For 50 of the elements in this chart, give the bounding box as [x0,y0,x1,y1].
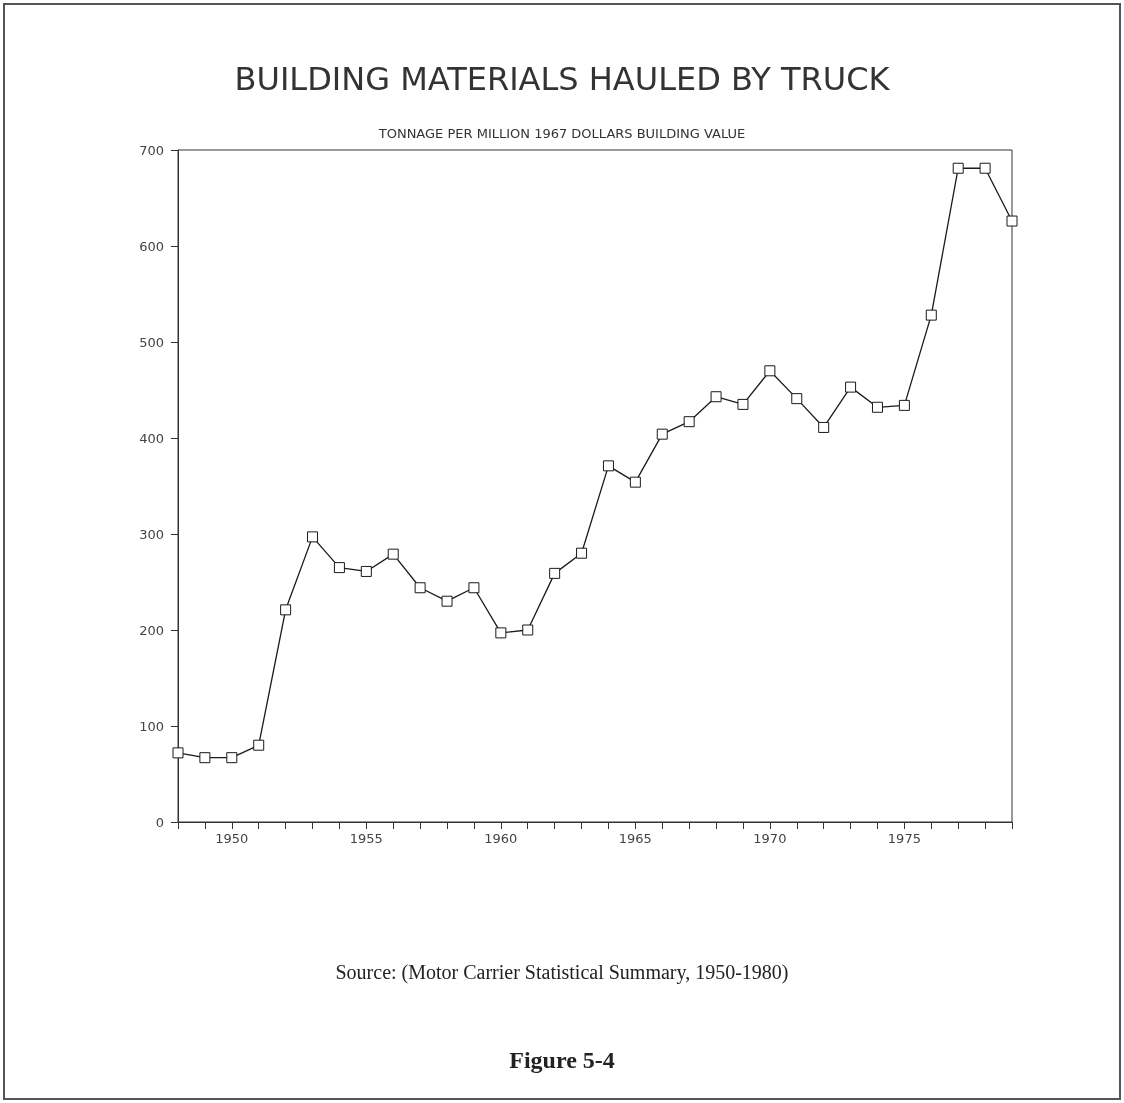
point [495,627,507,639]
point [629,476,641,488]
point [737,398,749,410]
y-tick-label: 600 [139,238,164,254]
y-tick-label: 100 [139,718,164,734]
point [226,752,238,764]
point [333,562,345,574]
point [307,531,319,543]
y-tick-label: 0 [155,814,164,830]
chart-title: BUILDING MATERIALS HAULED BY TRUCK [234,60,891,98]
point [549,567,561,579]
point [280,604,292,616]
point [1006,215,1018,227]
point [199,752,211,764]
x-tick-label: 1960 [484,831,518,846]
point [952,162,964,174]
point [576,547,588,559]
x-tick-label: 1965 [618,831,652,846]
x-tick-label: 1955 [349,831,383,846]
point [387,548,399,560]
caption: Figure 5-4 [509,1047,615,1073]
point [656,428,668,440]
point [764,365,776,377]
point [845,381,857,393]
point [979,162,991,174]
point [710,391,722,403]
point [791,393,803,405]
point [871,401,883,413]
point [602,460,614,472]
point [360,565,372,577]
y-tick-label: 400 [139,430,164,446]
y-tick-label: 300 [139,526,164,542]
point [172,747,184,759]
point [925,309,937,321]
point [414,582,426,594]
point [818,421,830,433]
x-tick-label: 1970 [753,831,787,846]
x-tick-label: 1975 [887,831,921,846]
y-tick-label: 500 [139,334,164,350]
y-tick-label: 700 [139,142,164,158]
point [441,595,453,607]
source-note: Source: (Motor Carrier Statistical Summary, 1950-1980) [335,961,789,984]
x-tick-label: 1950 [215,831,249,846]
chart-subtitle: TONNAGE PER MILLION 1967 DOLLARS BUILDING VALUE [377,126,746,141]
point [253,739,265,751]
point [468,582,480,594]
point [683,416,695,428]
y-tick-label: 200 [139,622,164,638]
point [522,624,534,636]
point [898,399,910,411]
